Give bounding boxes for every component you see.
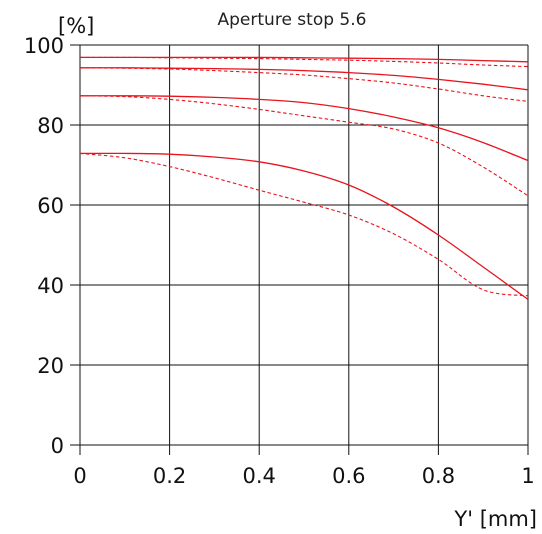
x-axis-label: Y' [mm]: [453, 507, 537, 531]
y-tick-label: 20: [37, 354, 64, 378]
x-tick-label: 1: [521, 464, 534, 488]
y-tick-label: 60: [37, 194, 64, 218]
x-tick-label: 0.4: [242, 464, 275, 488]
y-axis-label: [%]: [58, 14, 94, 38]
series-line-7-solid: [80, 152, 528, 300]
grid: [70, 44, 529, 455]
y-tick-label: 40: [37, 274, 64, 298]
y-tick-label: 100: [24, 34, 64, 58]
series-line-4-dashed: [80, 67, 528, 102]
tick-labels: 0 20 40 60 80 100 0 0.2 0.4 0.6 0.8 1: [24, 34, 535, 488]
series-line-3-solid: [80, 67, 528, 91]
chart-title: Aperture stop 5.6: [218, 10, 367, 30]
series-line-8-dashed: [80, 152, 528, 297]
series-line-1-solid: [80, 56, 528, 63]
x-tick-label: 0.2: [153, 464, 186, 488]
y-tick-label: 80: [37, 114, 64, 138]
x-tick-label: 0: [73, 464, 86, 488]
series-line-6-dashed: [80, 95, 528, 197]
series-line-2-dashed: [80, 56, 528, 68]
x-tick-label: 0.6: [332, 464, 365, 488]
series-line-5-solid: [80, 95, 528, 162]
series-lines: [80, 56, 528, 300]
y-tick-label: 0: [51, 434, 64, 458]
x-tick-label: 0.8: [422, 464, 455, 488]
